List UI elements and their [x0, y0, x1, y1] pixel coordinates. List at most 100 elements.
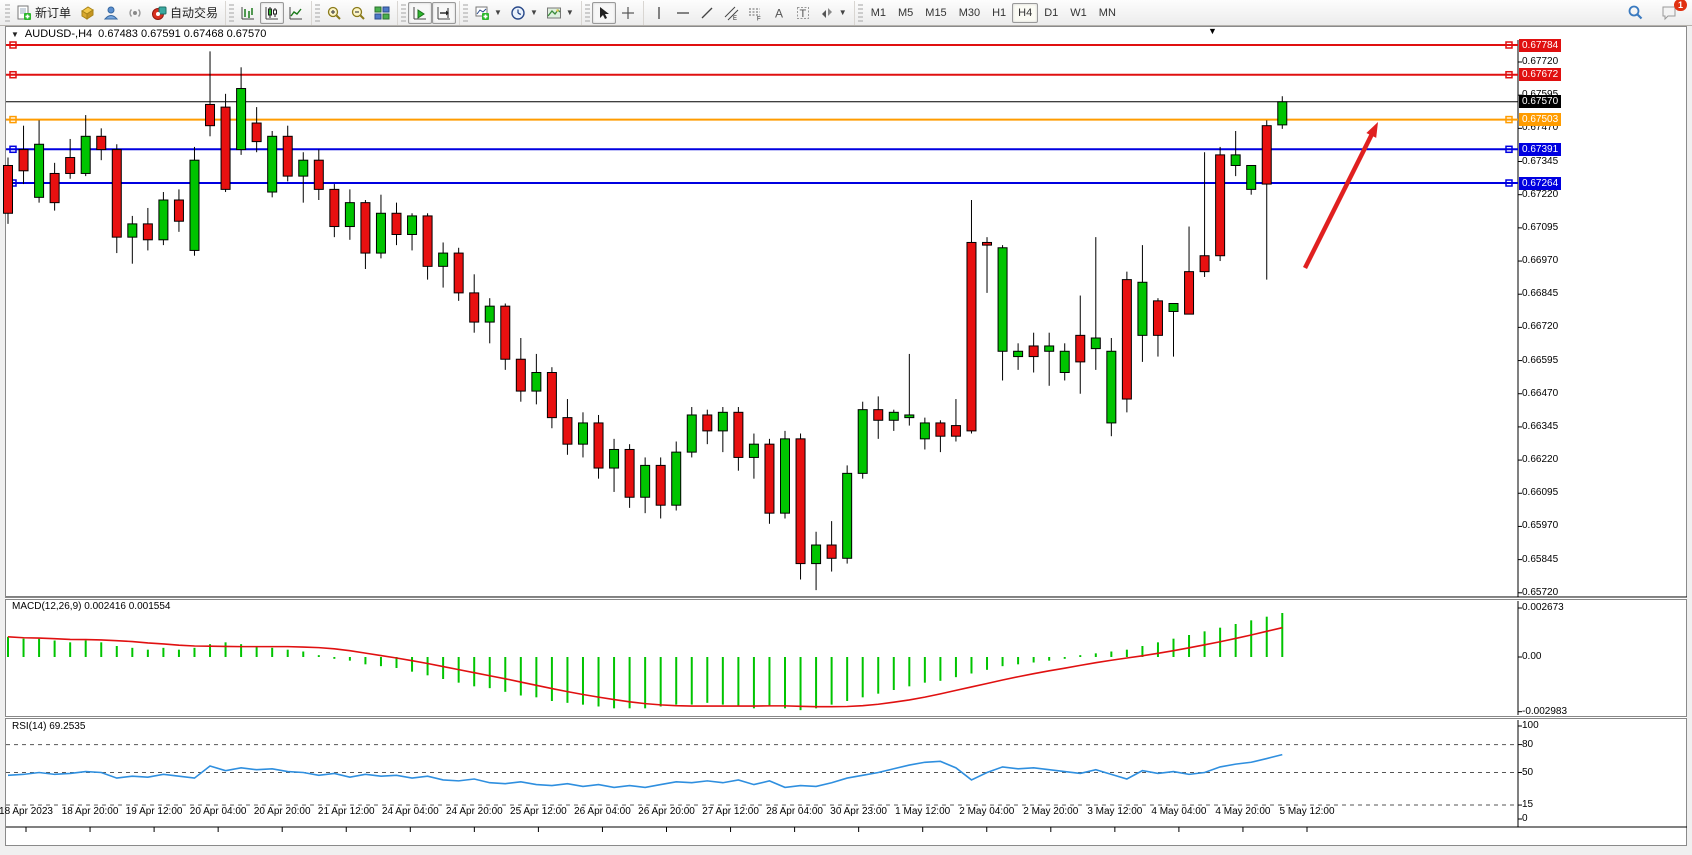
line-handle[interactable]: [1505, 70, 1513, 79]
bear-candle[interactable]: [220, 106, 231, 190]
bull-candle[interactable]: [531, 372, 542, 392]
bear-candle[interactable]: [655, 464, 666, 506]
market-watch-button[interactable]: [75, 2, 99, 24]
line-handle[interactable]: [1505, 179, 1513, 187]
bull-candle[interactable]: [904, 414, 915, 419]
tile-windows-button[interactable]: [370, 2, 394, 24]
line-handle[interactable]: [1505, 115, 1513, 124]
bull-candle[interactable]: [375, 212, 386, 254]
bull-candle[interactable]: [1246, 164, 1257, 190]
bear-candle[interactable]: [313, 159, 324, 190]
bull-candle[interactable]: [888, 411, 899, 421]
bear-candle[interactable]: [453, 252, 464, 294]
bull-candle[interactable]: [609, 448, 620, 469]
bear-candle[interactable]: [935, 422, 946, 437]
bull-candle[interactable]: [484, 305, 495, 323]
line-chart-button[interactable]: [284, 2, 308, 24]
text-button[interactable]: A: [767, 2, 791, 24]
bear-candle[interactable]: [826, 544, 837, 559]
periods-button[interactable]: ▼: [506, 2, 542, 24]
bull-candle[interactable]: [127, 223, 138, 238]
auto-scroll-button[interactable]: [408, 1, 433, 24]
line-handle[interactable]: [9, 70, 17, 79]
timeframe-button-w1[interactable]: W1: [1070, 6, 1087, 19]
trend-arrow[interactable]: [1302, 133, 1374, 270]
bull-candle[interactable]: [1230, 154, 1241, 166]
bear-candle[interactable]: [546, 372, 557, 419]
zoom-in-button[interactable]: [322, 2, 346, 24]
autotrade-button[interactable]: 自动交易: [147, 2, 222, 24]
line-handle[interactable]: [1505, 41, 1513, 49]
bear-candle[interactable]: [515, 358, 526, 392]
bull-candle[interactable]: [1277, 101, 1288, 126]
bull-candle[interactable]: [671, 451, 682, 506]
bear-candle[interactable]: [205, 103, 216, 127]
bear-candle[interactable]: [142, 223, 153, 241]
bull-candle[interactable]: [686, 414, 697, 453]
bear-candle[interactable]: [1028, 345, 1039, 358]
community-button[interactable]: [99, 2, 123, 24]
horizontal-line-button[interactable]: [671, 2, 695, 24]
bull-candle[interactable]: [438, 252, 449, 267]
bull-candle[interactable]: [811, 544, 822, 565]
line-handle[interactable]: [1505, 145, 1513, 154]
bear-candle[interactable]: [1184, 271, 1195, 315]
bull-candle[interactable]: [1013, 350, 1024, 358]
search-button[interactable]: [1623, 2, 1648, 24]
bear-candle[interactable]: [3, 164, 13, 214]
bear-candle[interactable]: [1121, 279, 1132, 400]
vertical-line-button[interactable]: [647, 2, 671, 24]
bull-candle[interactable]: [189, 159, 200, 251]
bear-candle[interactable]: [111, 149, 122, 238]
bear-candle[interactable]: [1261, 125, 1272, 185]
bull-candle[interactable]: [640, 464, 651, 498]
bear-candle[interactable]: [1075, 334, 1086, 363]
bear-candle[interactable]: [764, 443, 775, 514]
bull-candle[interactable]: [1106, 350, 1117, 424]
bear-candle[interactable]: [624, 448, 635, 498]
bull-candle[interactable]: [407, 215, 418, 235]
bear-candle[interactable]: [1215, 154, 1226, 257]
chart-shift-button[interactable]: [432, 1, 457, 24]
text-label-button[interactable]: T: [791, 2, 815, 24]
bear-candle[interactable]: [329, 188, 340, 228]
timeframe-button-m1[interactable]: M1: [870, 6, 886, 19]
bear-candle[interactable]: [18, 149, 29, 172]
bear-candle[interactable]: [1152, 300, 1163, 336]
bear-candle[interactable]: [1199, 255, 1210, 273]
trendline-button[interactable]: [695, 2, 719, 24]
bull-candle[interactable]: [1059, 350, 1070, 374]
arrows-button[interactable]: ▼: [815, 2, 851, 24]
bull-candle[interactable]: [857, 409, 868, 474]
timeframe-button-m5[interactable]: M5: [898, 6, 914, 19]
bull-candle[interactable]: [1044, 345, 1055, 352]
timeframe-button-m30[interactable]: M30: [958, 6, 981, 19]
bar-chart-button[interactable]: [236, 2, 260, 24]
timeframe-button-h4[interactable]: H4: [1012, 2, 1039, 23]
notifications-button[interactable]: 1: [1656, 0, 1687, 24]
crosshair-button[interactable]: [616, 2, 640, 24]
bull-candle[interactable]: [267, 135, 278, 193]
bear-candle[interactable]: [173, 199, 184, 222]
fibonacci-button[interactable]: F: [743, 2, 767, 24]
candlestick-chart-button[interactable]: [260, 1, 285, 24]
bear-candle[interactable]: [966, 241, 977, 432]
bull-candle[interactable]: [842, 472, 853, 559]
line-handle[interactable]: [9, 41, 17, 49]
bear-candle[interactable]: [49, 172, 60, 204]
timeframe-button-d1[interactable]: D1: [1044, 6, 1059, 19]
bear-candle[interactable]: [469, 292, 480, 323]
bear-candle[interactable]: [251, 122, 262, 143]
cursor-button[interactable]: [591, 1, 616, 24]
bull-candle[interactable]: [997, 247, 1008, 352]
bull-candle[interactable]: [748, 443, 759, 458]
bull-candle[interactable]: [1090, 337, 1101, 350]
timeframe-button-h1[interactable]: H1: [992, 6, 1007, 19]
timeframe-button-mn[interactable]: MN: [1098, 6, 1116, 19]
zoom-out-button[interactable]: [346, 2, 370, 24]
bull-candle[interactable]: [236, 88, 247, 151]
bear-candle[interactable]: [950, 425, 961, 437]
bull-candle[interactable]: [780, 438, 790, 514]
bull-candle[interactable]: [577, 422, 588, 445]
bear-candle[interactable]: [391, 212, 402, 235]
